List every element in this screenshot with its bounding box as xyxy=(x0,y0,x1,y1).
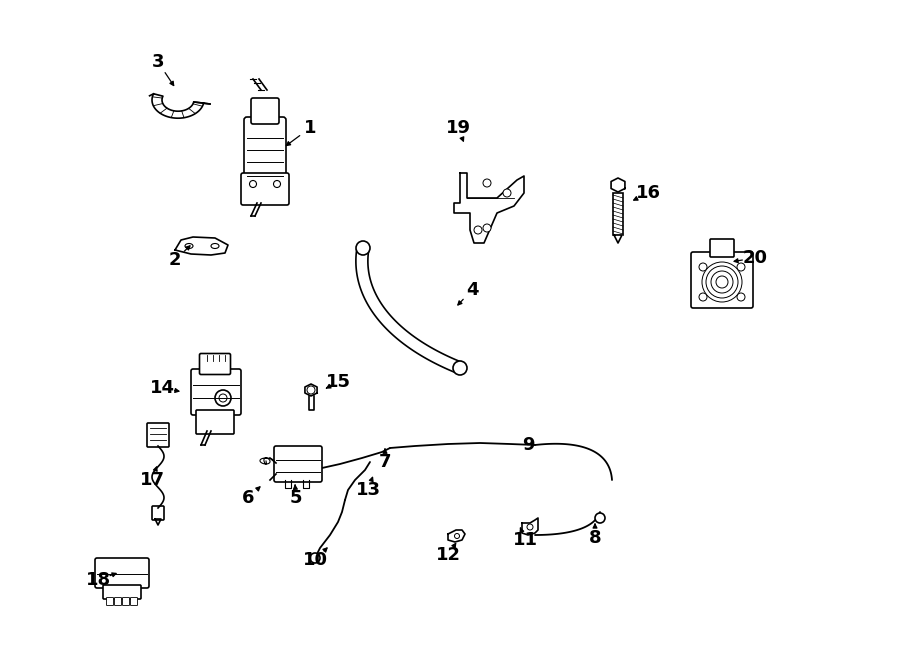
FancyBboxPatch shape xyxy=(191,369,241,415)
Text: 4: 4 xyxy=(466,281,478,299)
Circle shape xyxy=(699,263,707,271)
Circle shape xyxy=(483,179,491,187)
FancyBboxPatch shape xyxy=(95,558,149,588)
Text: 13: 13 xyxy=(356,481,381,499)
Text: 2: 2 xyxy=(169,251,181,269)
Circle shape xyxy=(737,263,745,271)
FancyBboxPatch shape xyxy=(196,410,234,434)
Circle shape xyxy=(737,293,745,301)
Text: 1: 1 xyxy=(304,119,316,137)
Circle shape xyxy=(307,386,315,394)
Text: 19: 19 xyxy=(446,119,471,137)
Polygon shape xyxy=(152,94,203,118)
FancyBboxPatch shape xyxy=(710,239,734,257)
Text: 3: 3 xyxy=(152,53,164,71)
Text: 14: 14 xyxy=(149,379,175,397)
Polygon shape xyxy=(614,235,622,243)
Circle shape xyxy=(595,513,605,523)
Circle shape xyxy=(503,189,511,197)
Polygon shape xyxy=(305,384,317,396)
Text: 10: 10 xyxy=(302,551,328,569)
FancyBboxPatch shape xyxy=(147,423,169,447)
Circle shape xyxy=(474,226,482,234)
Text: 12: 12 xyxy=(436,546,461,564)
Ellipse shape xyxy=(185,243,193,249)
Circle shape xyxy=(453,361,467,375)
FancyBboxPatch shape xyxy=(152,506,164,520)
FancyBboxPatch shape xyxy=(130,598,138,605)
FancyBboxPatch shape xyxy=(114,598,122,605)
Polygon shape xyxy=(522,518,538,535)
Polygon shape xyxy=(454,173,524,243)
Circle shape xyxy=(483,224,491,232)
Text: 20: 20 xyxy=(742,249,768,267)
FancyBboxPatch shape xyxy=(241,173,289,205)
Circle shape xyxy=(249,180,256,188)
Text: 7: 7 xyxy=(379,453,392,471)
Circle shape xyxy=(219,394,227,402)
Text: 8: 8 xyxy=(589,529,601,547)
Circle shape xyxy=(310,553,320,563)
Circle shape xyxy=(356,241,370,255)
Circle shape xyxy=(274,180,281,188)
Text: 11: 11 xyxy=(512,531,537,549)
FancyBboxPatch shape xyxy=(106,598,113,605)
Text: 5: 5 xyxy=(290,489,302,507)
Text: 16: 16 xyxy=(635,184,661,202)
FancyBboxPatch shape xyxy=(691,252,753,308)
FancyBboxPatch shape xyxy=(200,354,230,375)
FancyBboxPatch shape xyxy=(251,98,279,124)
FancyBboxPatch shape xyxy=(274,446,322,482)
FancyBboxPatch shape xyxy=(613,193,623,235)
Polygon shape xyxy=(175,237,228,255)
Text: 15: 15 xyxy=(326,373,350,391)
Circle shape xyxy=(527,524,533,530)
Text: 18: 18 xyxy=(86,571,111,589)
FancyBboxPatch shape xyxy=(103,585,141,599)
Polygon shape xyxy=(611,178,625,192)
Circle shape xyxy=(454,533,460,539)
Polygon shape xyxy=(356,247,463,373)
FancyBboxPatch shape xyxy=(244,117,286,178)
FancyBboxPatch shape xyxy=(122,598,130,605)
Text: 9: 9 xyxy=(522,436,535,454)
Text: 17: 17 xyxy=(140,471,165,489)
Text: 6: 6 xyxy=(242,489,254,507)
Polygon shape xyxy=(448,530,465,542)
Circle shape xyxy=(215,390,231,406)
Ellipse shape xyxy=(211,243,219,249)
Circle shape xyxy=(699,293,707,301)
